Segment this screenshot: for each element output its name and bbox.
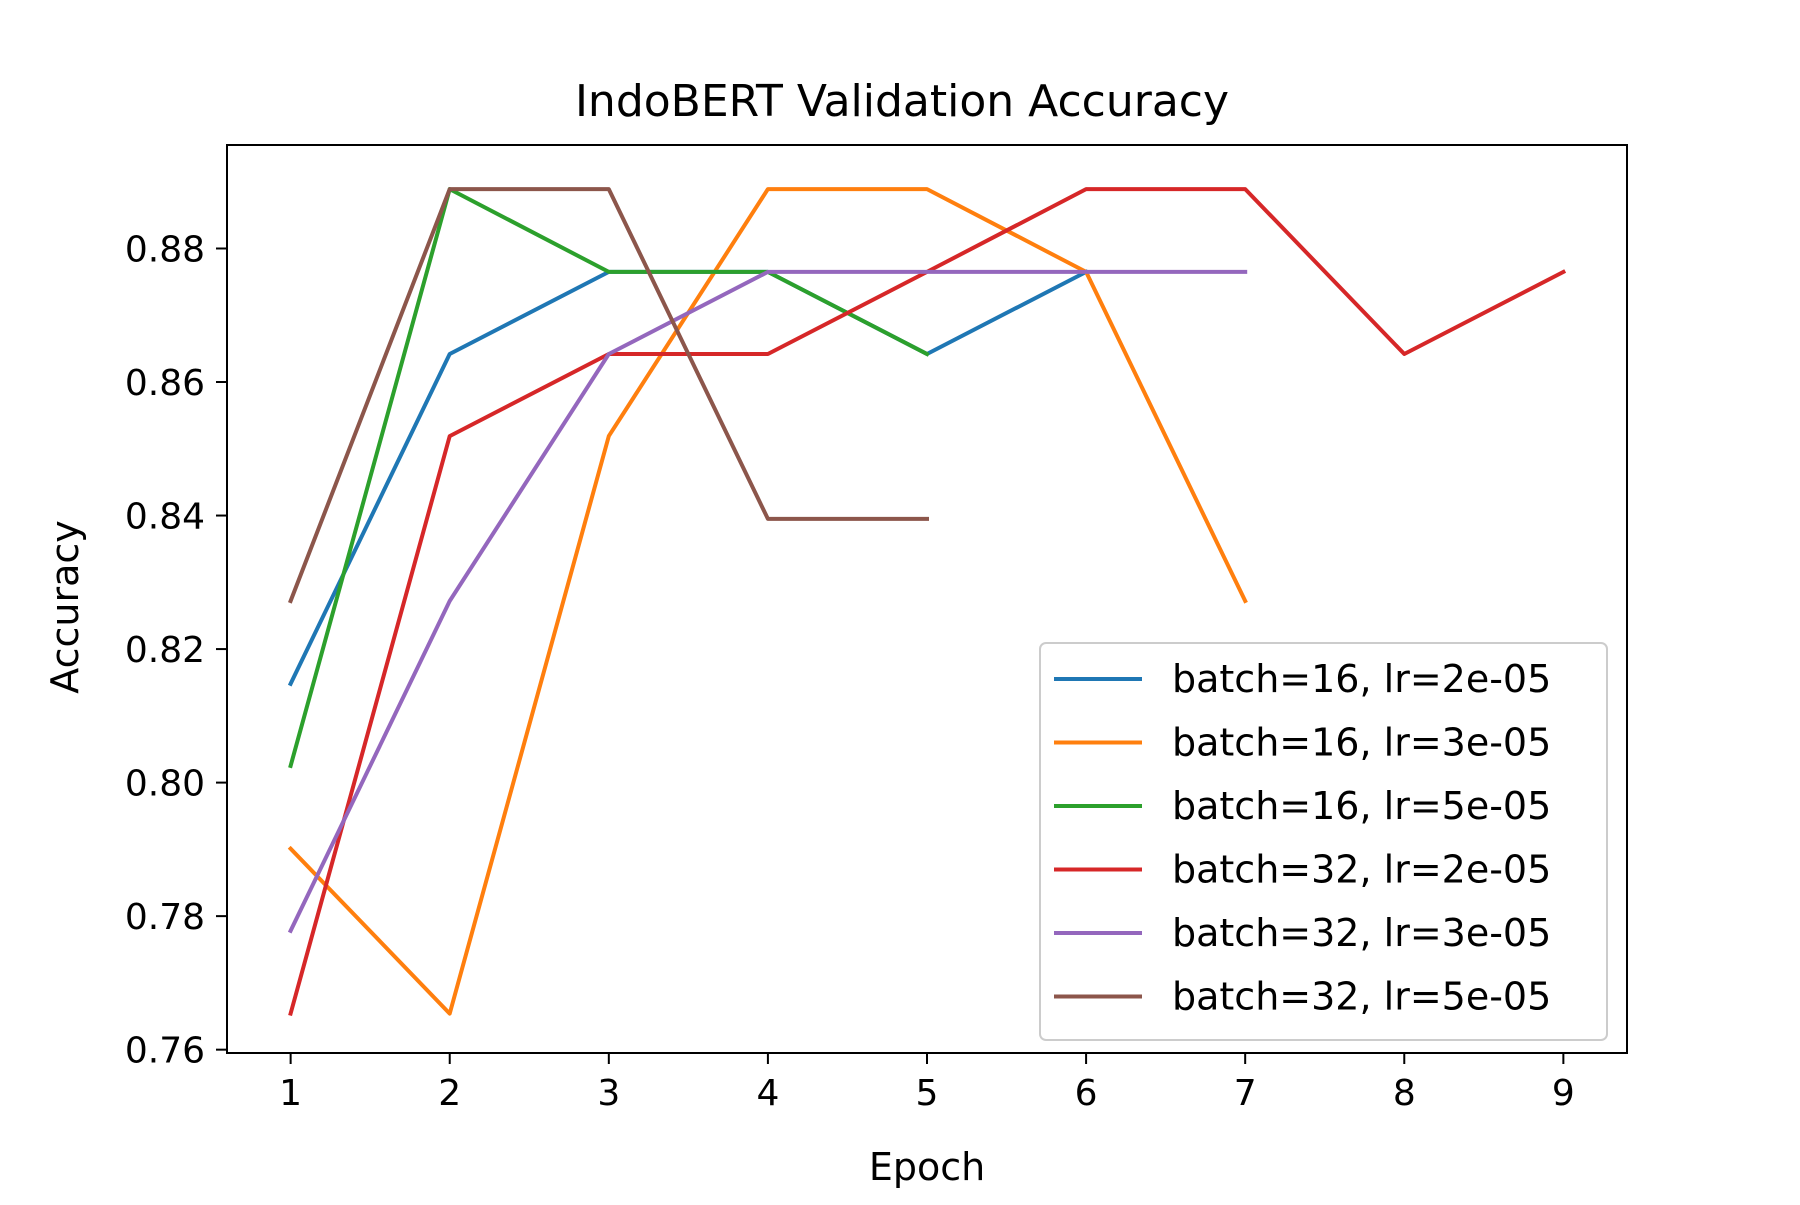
chart-title: IndoBERT Validation Accuracy <box>575 76 1229 127</box>
x-tick-label: 1 <box>279 1073 302 1114</box>
legend-label: batch=32, lr=3e-05 <box>1172 911 1551 955</box>
y-axis: 0.76 0.78 0.80 0.82 0.84 0.86 0.88 <box>125 229 227 1072</box>
series-line-6 <box>288 187 929 604</box>
y-tick-label: 0.88 <box>125 229 205 270</box>
x-tick-label: 3 <box>597 1073 620 1114</box>
x-axis: 1 2 3 4 5 6 7 8 9 <box>279 1053 1575 1114</box>
x-axis-label: Epoch <box>869 1145 985 1189</box>
y-tick-label: 0.84 <box>125 497 205 538</box>
x-tick-label: 7 <box>1234 1073 1257 1114</box>
x-tick-label: 2 <box>438 1073 461 1114</box>
legend-label: batch=32, lr=5e-05 <box>1172 975 1551 1019</box>
x-tick-label: 8 <box>1393 1073 1416 1114</box>
series-line-3 <box>288 187 930 769</box>
series-line-5 <box>287 269 1248 934</box>
y-tick-label: 0.80 <box>125 764 205 805</box>
legend-label: batch=16, lr=5e-05 <box>1172 784 1551 828</box>
x-tick-label: 4 <box>756 1073 779 1114</box>
x-tick-label: 9 <box>1552 1073 1575 1114</box>
y-tick-label: 0.78 <box>125 897 205 938</box>
legend-label: batch=16, lr=3e-05 <box>1172 721 1551 765</box>
x-tick-label: 5 <box>916 1073 939 1114</box>
legend: batch=16, lr=2e-05 batch=16, lr=3e-05 batc… <box>1039 642 1608 1041</box>
legend-label: batch=32, lr=2e-05 <box>1172 848 1551 892</box>
y-tick-label: 0.86 <box>125 363 205 404</box>
y-tick-label: 0.82 <box>125 630 205 671</box>
y-axis-label: Accuracy <box>43 520 87 694</box>
legend-label: batch=16, lr=2e-05 <box>1172 657 1551 701</box>
legend-box <box>1039 642 1608 1041</box>
y-tick-label: 0.76 <box>125 1031 205 1072</box>
series-layer <box>287 187 1567 1017</box>
x-tick-label: 6 <box>1075 1073 1098 1114</box>
